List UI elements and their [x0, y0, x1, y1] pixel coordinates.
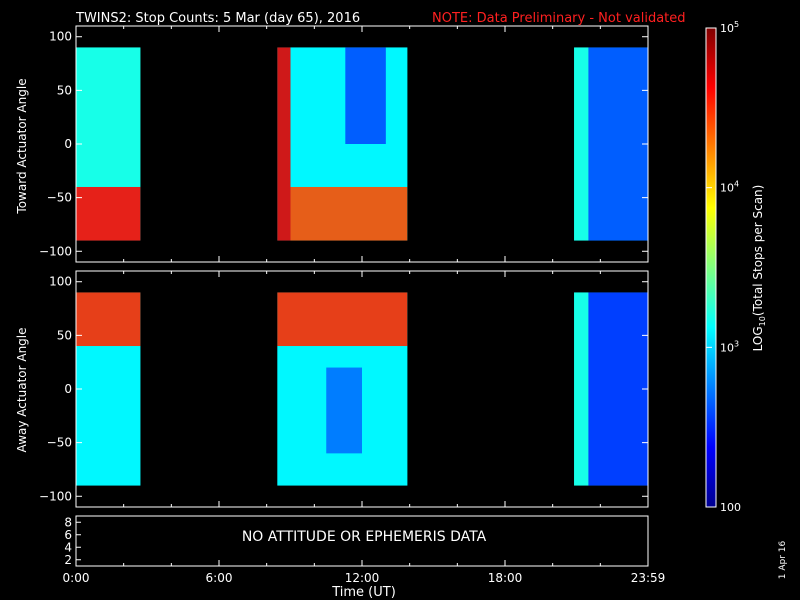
heatmap-region [574, 47, 589, 241]
heatmap-region [277, 47, 291, 241]
y-tick-label: 2 [64, 553, 72, 567]
y-tick-label: −50 [47, 191, 72, 205]
heatmap-region [290, 186, 408, 241]
heatmap-region [326, 367, 362, 454]
colorbar: 105 104 103 100 [705, 20, 741, 514]
y-tick-label: 100 [49, 30, 72, 44]
heatmap-region [76, 186, 141, 241]
heatmap-region [76, 47, 141, 187]
heatmap-region [345, 47, 386, 144]
x-axis-label: Time (UT) [331, 585, 396, 600]
chart-title: TWINS2: Stop Counts: 5 Mar (day 65), 201… [75, 11, 360, 26]
preliminary-note: NOTE: Data Preliminary - Not validated [432, 11, 686, 26]
heatmap-region [588, 292, 648, 486]
colorbar-tick-label: 103 [720, 339, 739, 354]
no-data-message: NO ATTITUDE OR EPHEMERIS DATA [242, 529, 487, 545]
y-tick-label: −100 [39, 244, 72, 258]
x-tick-label: 12:00 [345, 571, 380, 585]
colorbar-tick-label: 104 [720, 180, 739, 195]
y-tick-label: 6 [64, 528, 72, 542]
toward-ylabel: Toward Actuator Angle [15, 78, 29, 214]
y-tick-label: −50 [47, 436, 72, 450]
y-tick-label: 8 [64, 515, 72, 529]
away-heatmap-panel: 100 50 0 −50 −100 [39, 270, 649, 508]
toward-heatmap-panel: 100 50 0 −50 −100 [39, 25, 649, 263]
y-tick-label: 0 [64, 382, 72, 396]
colorbar-tick-label: 100 [720, 501, 741, 514]
colorbar-label: LOG10(Total Stops per Scan) [751, 185, 767, 352]
heatmap-region [76, 346, 141, 486]
heatmap-region [76, 292, 141, 347]
y-tick-label: 50 [57, 328, 72, 342]
y-tick-label: 4 [64, 540, 72, 554]
x-tick-label: 18:00 [488, 571, 523, 585]
x-tick-labels: 0:00 6:00 12:00 18:00 23:59 [63, 571, 666, 585]
x-tick-label: 23:59 [631, 571, 666, 585]
heatmap-region [277, 292, 408, 347]
y-tick-label: −100 [39, 489, 72, 503]
x-tick-label: 0:00 [63, 571, 90, 585]
heatmap-region [588, 47, 648, 241]
y-tick-label: 50 [57, 83, 72, 97]
colorbar-gradient [705, 27, 717, 508]
y-tick-label: 0 [64, 137, 72, 151]
colorbar-tick-label: 105 [720, 20, 739, 35]
generation-date: 1 Apr 16 [778, 540, 788, 579]
away-ylabel: Away Actuator Angle [15, 327, 29, 452]
x-tick-label: 6:00 [206, 571, 233, 585]
y-tick-label: 100 [49, 275, 72, 289]
heatmap-region [574, 292, 589, 486]
